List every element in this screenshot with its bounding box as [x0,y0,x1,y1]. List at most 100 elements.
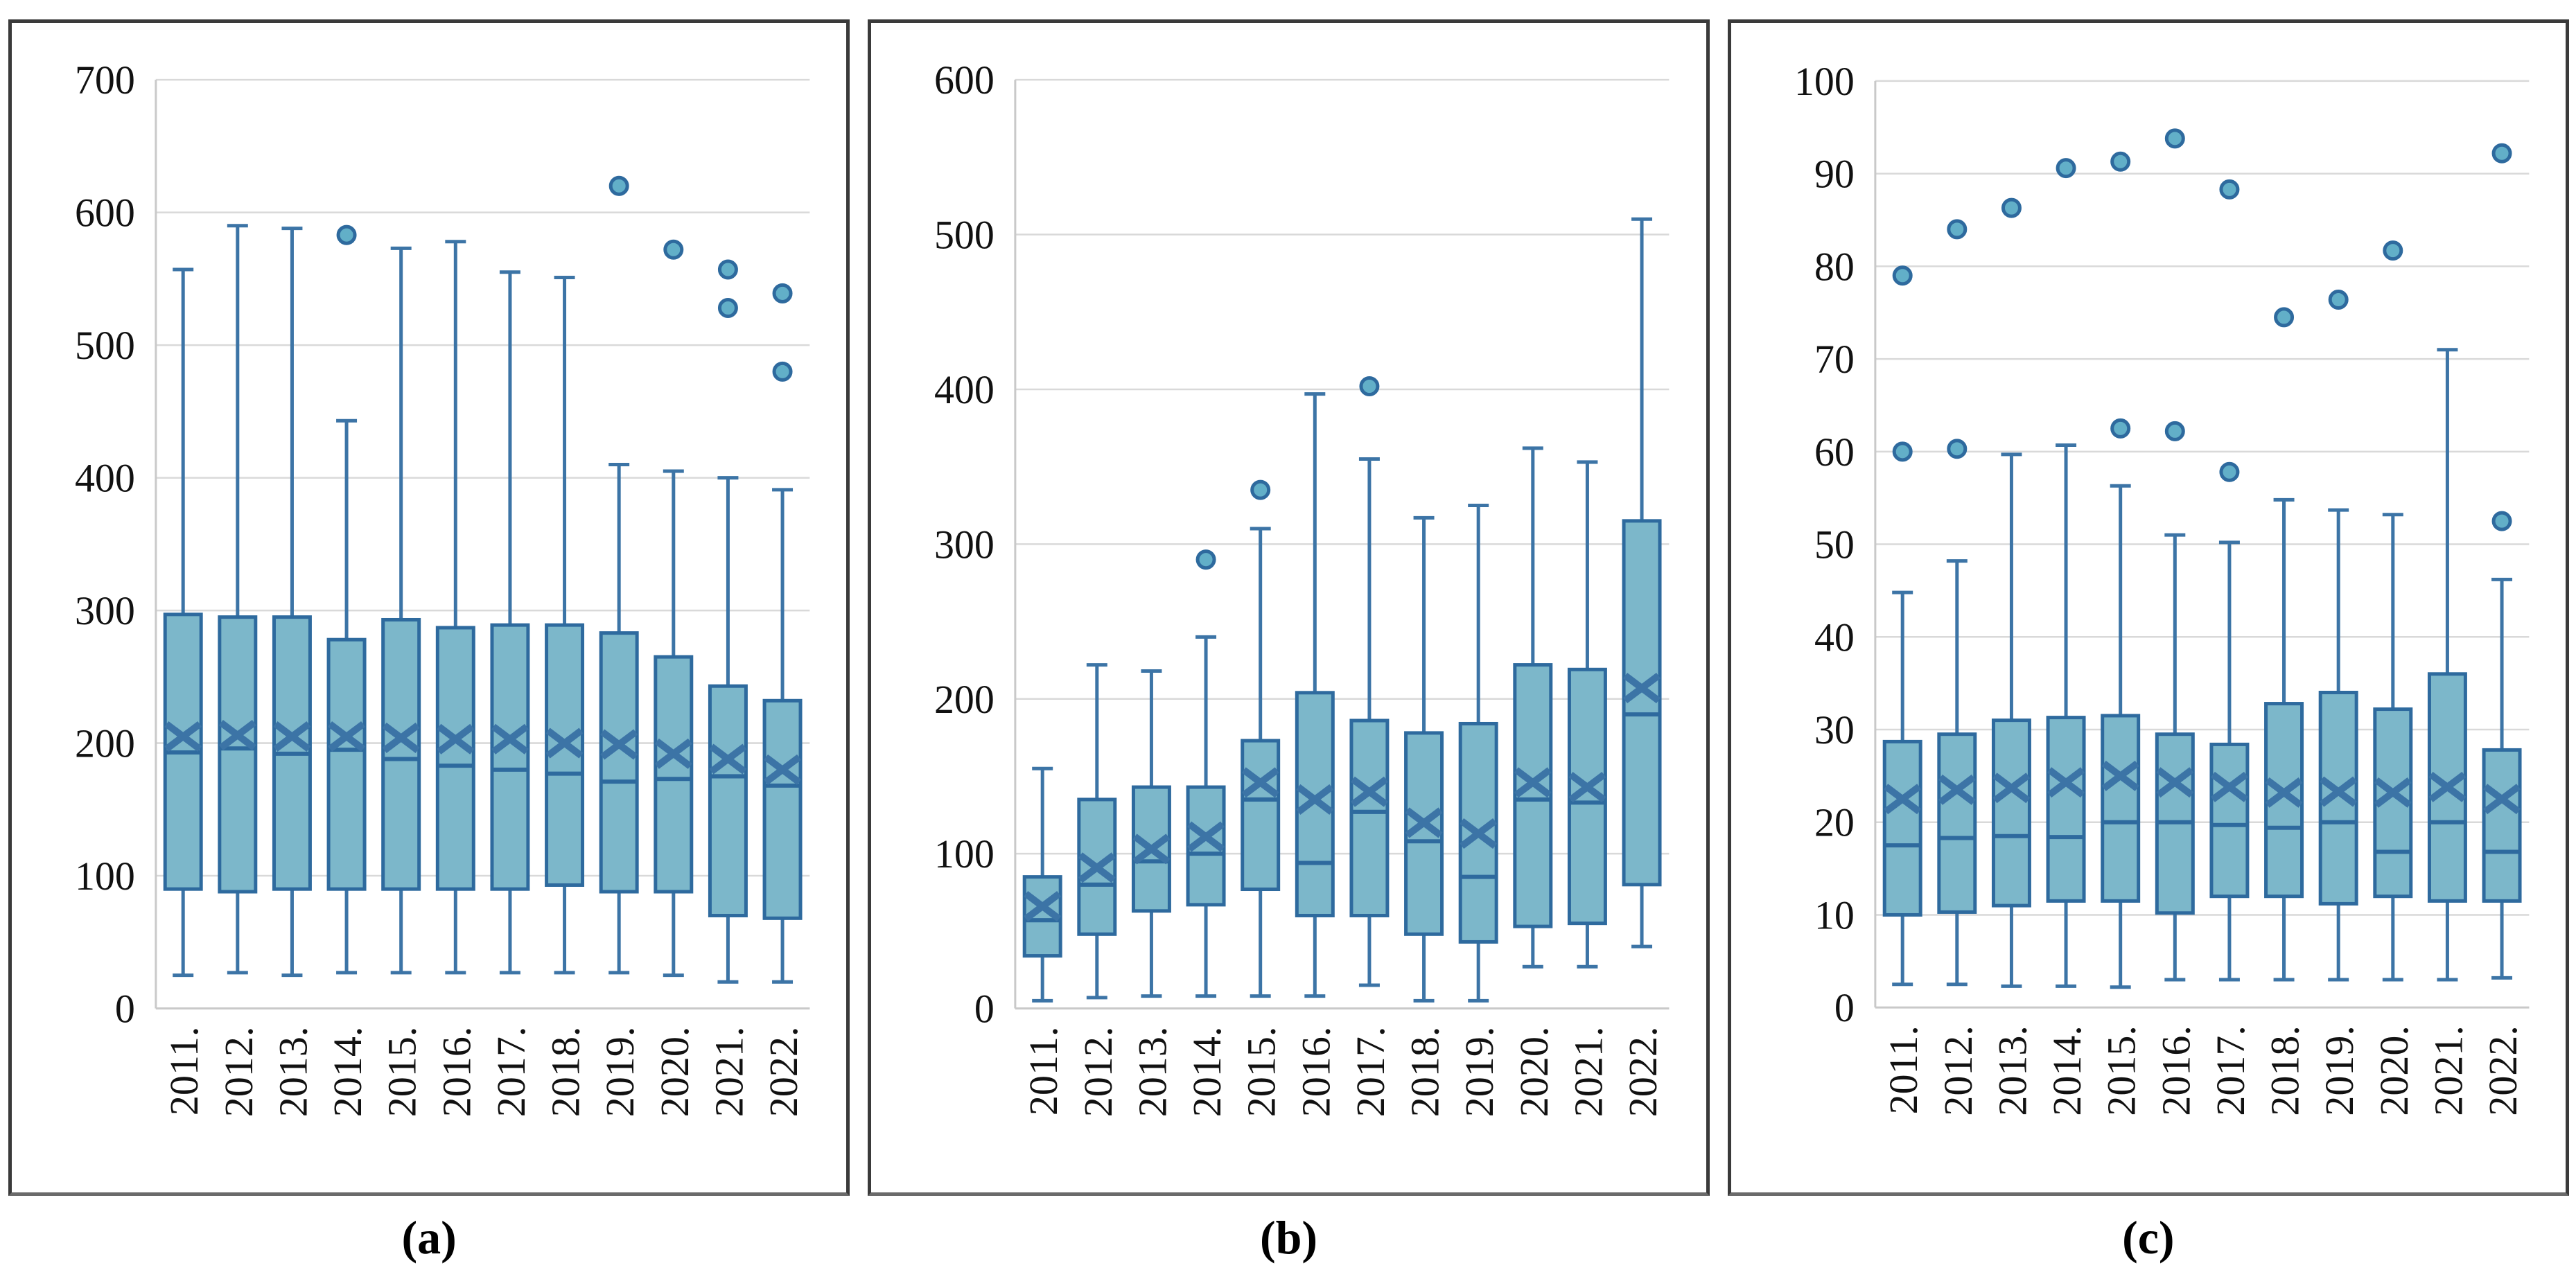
x-tick-label: 2017. [489,1027,534,1118]
panel-a-column: 0 100 200 300 400 500 600 700 2011. 2012. 2013. 201… [8,19,850,1261]
x-tick-label: 2018. [1403,1027,1448,1118]
mean-x-marker [2265,777,2303,808]
outlier-point [2273,307,2294,328]
box-plot-2013 [1991,197,2031,988]
box-plot-2017 [1349,376,1390,987]
iqr-box [490,623,530,891]
y-tick-label: 80 [1814,244,1855,289]
y-tick-label: 40 [1814,615,1855,660]
outlier-point [2001,197,2022,218]
iqr-box [762,698,803,920]
x-tick-label: 2013. [1990,1025,2035,1115]
mean-x-marker [2374,777,2412,808]
box-plot-2018 [545,275,585,975]
box-plot-2012 [218,224,258,975]
mean-x-marker [1187,821,1225,852]
x-tick-label: 2011. [161,1027,207,1116]
box-plot-2020 [654,239,694,978]
y-tick-label: 100 [1794,59,1855,104]
box-plot-2011 [1882,265,1922,987]
x-tick-label: 2020. [2371,1025,2416,1115]
iqr-box [708,684,748,917]
mean-x-marker [2155,767,2193,798]
y-tick-label: 60 [1814,430,1855,475]
outlier-point [2491,511,2512,531]
x-tick-label: 2014. [1184,1027,1229,1118]
box-plot-2011 [163,267,203,978]
x-tick-label: 2020. [652,1027,697,1118]
outlier-point [2219,461,2240,482]
box-plot-2022 [1622,217,1662,949]
outlier-point [772,283,793,303]
x-tick-label: 2022. [1620,1027,1665,1118]
iqr-box [654,655,694,894]
box-plot-2013 [1132,669,1172,998]
outlier-point [772,361,793,382]
mean-x-marker [2428,771,2467,802]
mean-x-marker [2210,771,2248,802]
mean-x-marker [1132,833,1171,865]
outlier-point [2219,179,2240,200]
y-tick-label: 0 [1834,985,1855,1030]
box-plot-2018 [1404,515,1444,1003]
box-plot-2019 [1459,503,1498,1003]
y-tick-label: 20 [1814,800,1855,845]
mean-x-marker [382,722,420,753]
x-tick-label: 2021. [1566,1027,1611,1118]
outlier-point [1946,219,1967,240]
box-plot-2011 [1023,766,1063,1003]
mean-x-marker [600,729,638,760]
mean-x-marker [1405,807,1443,838]
iqr-box [1295,691,1335,917]
mean-x-marker [1623,673,1661,704]
mean-x-marker [1351,776,1389,807]
iqr-box [1991,718,2031,908]
y-tick-label: 300 [75,588,135,633]
outlier-point [2110,418,2130,439]
outlier-point [717,297,738,319]
panel-b: 0 100 200 300 400 500 600 2011. 2012. 2013. 2014. 2… [868,19,1710,1196]
box-plot-2014 [326,224,367,975]
mean-x-marker [1296,784,1334,815]
outlier-point [2110,151,2130,172]
x-tick-label: 2017. [2208,1025,2253,1115]
mean-x-marker [437,723,475,755]
box-plot-2015 [1241,479,1281,998]
mean-x-marker [328,721,366,752]
x-tick-label: 2014. [325,1027,370,1118]
mean-x-marker [1460,818,1498,849]
box-plot-2014 [2046,158,2086,988]
x-tick-label: 2019. [597,1027,642,1118]
box-plot-2017 [2209,179,2250,982]
iqr-box [2209,742,2250,899]
box-plot-2012 [1077,663,1117,1000]
outlier-point [1250,479,1271,500]
box-plot-2018 [2263,307,2304,982]
box-plot-2016 [435,240,475,975]
iqr-box [2100,714,2140,903]
outlier-point [2328,290,2349,310]
outlier-point [1892,265,1913,286]
iqr-box [599,631,639,894]
outlier-point [2164,128,2185,149]
y-tick-label: 0 [974,987,995,1032]
x-tick-label: 2015. [2099,1025,2144,1115]
box-plot-2021 [2427,348,2467,982]
outlier-point [2382,240,2403,261]
box-plot-2015 [381,246,421,975]
x-tick-label: 2019. [1457,1027,1502,1118]
box-plot-2012 [1936,219,1977,987]
iqr-box [2482,748,2522,903]
x-tick-label: 2017. [1348,1027,1393,1118]
y-tick-label: 70 [1814,337,1855,382]
outlier-point [1892,441,1913,462]
y-tick-label: 90 [1814,152,1855,197]
y-tick-label: 500 [75,323,135,368]
mean-x-marker [1078,852,1116,883]
mean-x-marker [1514,767,1552,798]
box-plot-2019 [2318,290,2358,982]
outlier-point [663,239,684,260]
iqr-box [1241,739,1281,892]
